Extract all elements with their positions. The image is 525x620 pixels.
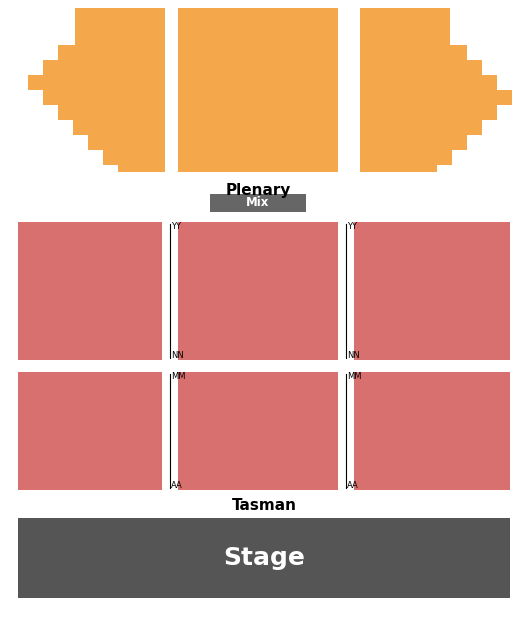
Bar (354, 222, 510, 360)
Text: Plenary: Plenary (225, 183, 291, 198)
Polygon shape (28, 8, 165, 172)
Bar (178, 372, 338, 490)
Text: MM: MM (171, 372, 185, 381)
Text: NN: NN (347, 351, 360, 360)
Text: YY: YY (171, 222, 181, 231)
Bar (178, 222, 338, 360)
Text: AA: AA (171, 481, 183, 490)
Bar (18, 372, 162, 490)
Text: NN: NN (171, 351, 184, 360)
Text: Tasman: Tasman (232, 498, 297, 513)
Text: MM: MM (347, 372, 362, 381)
Bar (18, 222, 162, 360)
Bar (18, 518, 510, 598)
Text: AA: AA (347, 481, 359, 490)
Text: Mix: Mix (246, 197, 270, 210)
Text: YY: YY (347, 222, 357, 231)
Bar (210, 194, 306, 212)
Bar (354, 372, 510, 490)
Polygon shape (360, 8, 512, 172)
Bar (178, 8, 338, 172)
Text: Stage: Stage (223, 546, 305, 570)
